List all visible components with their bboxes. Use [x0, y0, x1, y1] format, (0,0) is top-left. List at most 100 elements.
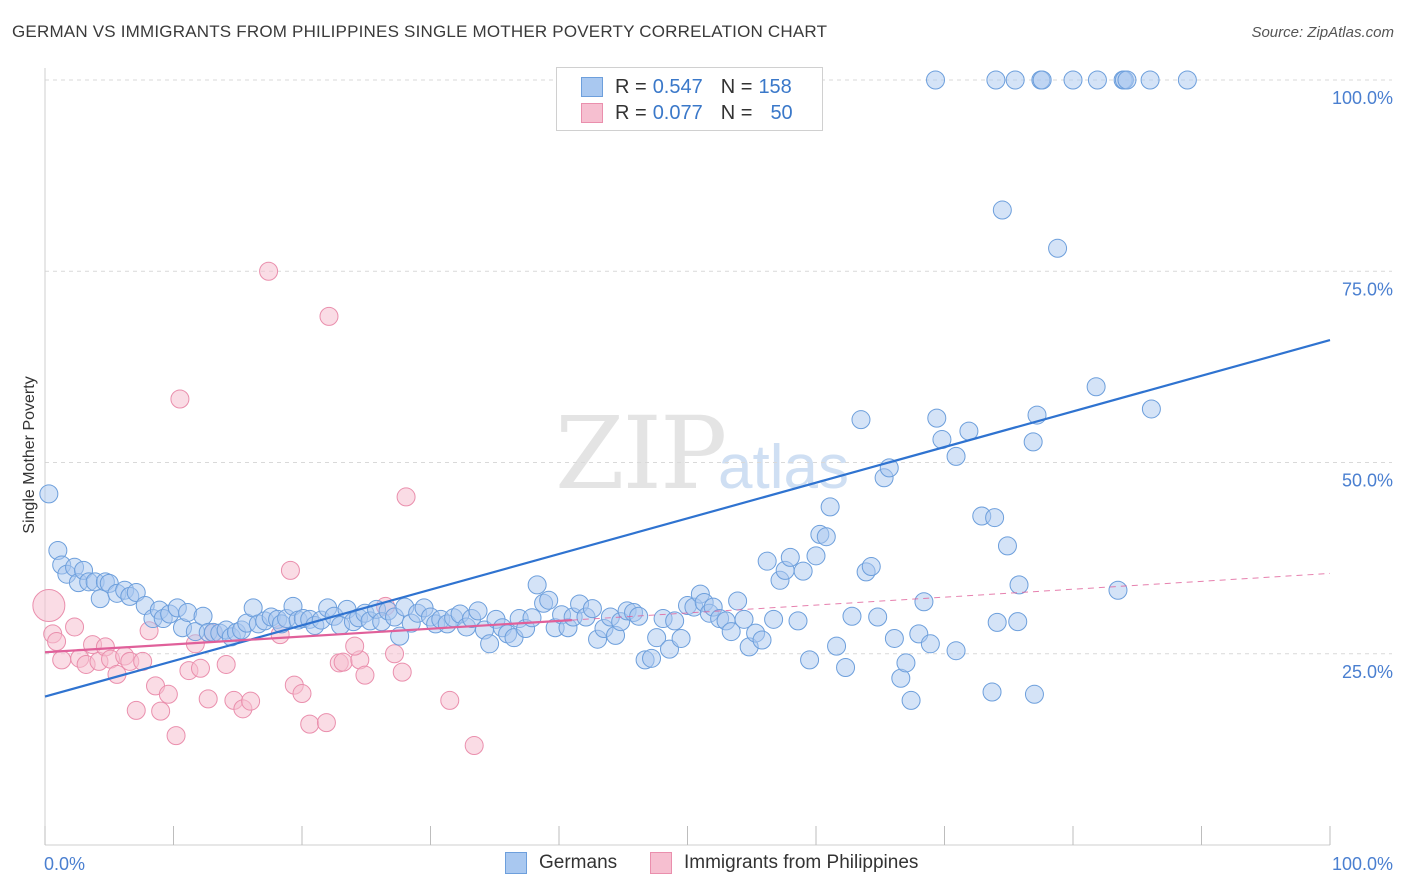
german-point: [1032, 70, 1052, 90]
german-point: [734, 609, 754, 629]
philippines-point: [333, 652, 353, 672]
chart-source: Source: ZipAtlas.com: [1251, 24, 1394, 41]
german-point: [665, 611, 685, 631]
german-point: [800, 650, 820, 670]
philippines-point: [190, 658, 210, 678]
philippines-point: [170, 389, 190, 409]
german-point: [851, 410, 871, 430]
philippines-point: [392, 662, 412, 682]
german-point: [468, 601, 488, 621]
german-points: [39, 70, 1197, 710]
trend-lines: [44, 339, 1331, 698]
legend-n-value-philippines: 50: [770, 101, 793, 124]
german-point: [793, 561, 813, 581]
legend-n-label: N =: [720, 101, 753, 124]
german-point: [896, 653, 916, 673]
legend-row-philippines: R = 0.077 N = 50: [581, 100, 799, 126]
german-point: [1024, 684, 1044, 704]
german-point: [884, 628, 904, 648]
philippines-point: [65, 617, 85, 637]
legend-r-label: R =: [615, 101, 647, 124]
x-tick-labels: 0.0% 100.0%: [44, 854, 1393, 874]
german-point: [642, 648, 662, 668]
german-point: [836, 658, 856, 678]
german-point: [1063, 70, 1083, 90]
german-point: [752, 630, 772, 650]
german-point: [842, 606, 862, 626]
philippines-trend-line: [44, 618, 572, 654]
philippines-point: [151, 701, 171, 721]
german-point: [780, 547, 800, 567]
german-point: [1117, 70, 1137, 90]
german-point: [861, 557, 881, 577]
german-point: [1009, 575, 1029, 595]
axes: [44, 68, 1331, 846]
y-tick-label-0: 25.0%: [1342, 662, 1393, 682]
german-point: [827, 636, 847, 656]
philippines-point: [355, 665, 375, 685]
german-point: [982, 682, 1002, 702]
german-point: [728, 591, 748, 611]
philippines-point: [216, 654, 236, 674]
legend-swatch-philippines: [581, 103, 603, 123]
german-point: [126, 583, 146, 603]
german-point: [1005, 70, 1025, 90]
german-point: [992, 200, 1012, 220]
y-axis-label: Single Mother Poverty: [21, 376, 38, 533]
philippines-point: [396, 487, 416, 507]
german-point: [946, 446, 966, 466]
legend-r-label: R =: [615, 75, 647, 98]
german-point: [985, 508, 1005, 528]
german-point: [721, 622, 741, 642]
philippines-point: [126, 700, 146, 720]
legend-r-value-german: 0.547: [652, 75, 703, 98]
legend: R = 0.547 N = 158 R = 0.077 N = 50: [556, 67, 823, 131]
german-point: [764, 609, 784, 629]
german-point: [522, 608, 542, 628]
german-point: [671, 628, 691, 648]
x-tick-label-0: 0.0%: [44, 854, 85, 874]
german-point: [806, 546, 826, 566]
german-point: [1008, 612, 1028, 632]
philippines-point: [292, 684, 312, 704]
german-point: [1087, 70, 1107, 90]
german-point: [868, 607, 888, 627]
philippines-point: [440, 690, 460, 710]
german-point: [1177, 70, 1197, 90]
bottom-legend-philippines-label: Immigrants from Philippines: [684, 852, 919, 873]
watermark-zip: ZIP: [555, 395, 727, 512]
german-point: [539, 590, 559, 610]
philippines-point: [241, 691, 261, 711]
german-point: [946, 641, 966, 661]
philippines-points: [32, 261, 484, 756]
german-point: [986, 70, 1006, 90]
philippines-point: [464, 736, 484, 756]
german-point: [914, 592, 934, 612]
german-point: [920, 634, 940, 654]
legend-row-german: R = 0.547 N = 158: [581, 74, 798, 100]
bottom-legend-german-label: Germans: [539, 852, 618, 873]
bottom-legend-german: Germans: [505, 852, 617, 874]
german-point: [997, 536, 1017, 556]
german-point: [987, 612, 1007, 632]
german-point: [480, 634, 500, 654]
german-point: [1108, 580, 1128, 600]
german-point: [1086, 377, 1106, 397]
x-tick-label-1: 100.0%: [1332, 854, 1393, 874]
german-point: [820, 497, 840, 517]
german-point: [1048, 238, 1068, 258]
german-point: [193, 606, 213, 626]
philippines-point: [280, 560, 300, 580]
y-tick-label-3: 100.0%: [1332, 88, 1393, 108]
legend-swatch-german: [581, 77, 603, 97]
philippines-point: [47, 632, 67, 652]
german-point: [816, 527, 836, 547]
bottom-swatch-german: [505, 852, 527, 874]
philippines-point: [32, 589, 66, 623]
german-point: [1140, 70, 1160, 90]
german-point: [927, 408, 947, 428]
philippines-point: [319, 306, 339, 326]
german-point: [39, 484, 59, 504]
german-trend-line: [44, 339, 1331, 698]
